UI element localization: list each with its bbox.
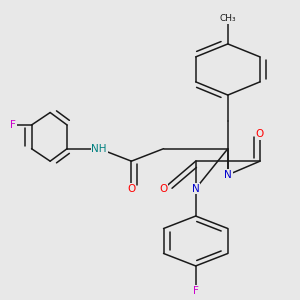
Text: N: N — [192, 184, 200, 194]
Text: CH₃: CH₃ — [220, 14, 236, 23]
Text: N: N — [224, 170, 232, 180]
Text: F: F — [10, 120, 16, 130]
Text: F: F — [193, 286, 199, 296]
Text: O: O — [256, 129, 264, 139]
Text: O: O — [159, 184, 168, 194]
Text: NH: NH — [92, 144, 107, 154]
Text: O: O — [127, 184, 136, 194]
